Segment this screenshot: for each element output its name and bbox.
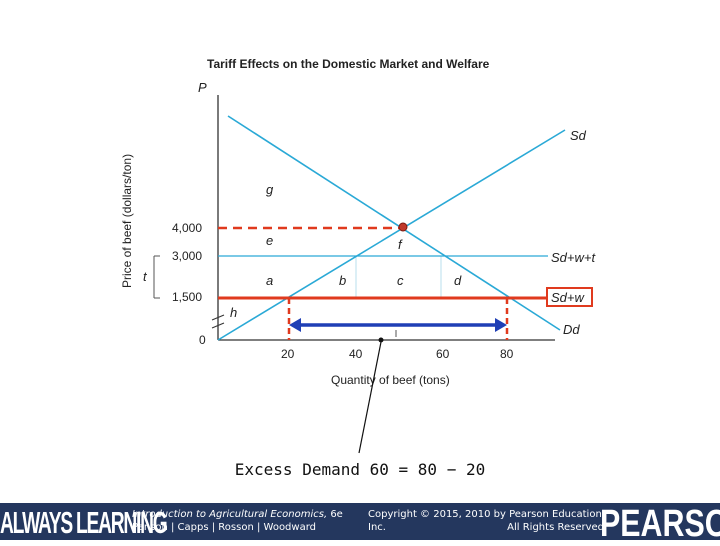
area-g-label: g xyxy=(266,182,274,197)
excess-demand-arrowhead-right xyxy=(495,318,507,332)
figure-title: Tariff Effects on the Domestic Market an… xyxy=(207,57,490,71)
supply-world-tariff-label: Sd+w+t xyxy=(551,250,596,265)
y-tick-4000: 4,000 xyxy=(172,221,202,235)
pearson-logo: PEARSON xyxy=(600,503,720,545)
x-axis-label: Quantity of beef (tons) xyxy=(331,373,450,387)
x-tick-20: 20 xyxy=(281,347,295,361)
area-c-label: c xyxy=(397,273,404,288)
x-tick-40: 40 xyxy=(349,347,363,361)
area-b-label: b xyxy=(339,273,346,288)
area-e-label: e xyxy=(266,233,273,248)
book-title: Introduction to Agricultural Economics, xyxy=(132,509,328,520)
area-d-label: d xyxy=(454,273,462,288)
always-learning-logo: ALWAYS LEARNING xyxy=(0,505,168,540)
demand-curve-label: Dd xyxy=(563,322,580,337)
x-tick-60: 60 xyxy=(436,347,450,361)
axis-break-2 xyxy=(211,322,225,329)
book-edition: 6e xyxy=(330,509,343,520)
supply-curve-label: Sd xyxy=(570,128,587,143)
caption-pointer-line xyxy=(358,341,382,454)
tariff-diagram: Tariff Effects on the Domestic Market an… xyxy=(120,57,596,454)
area-a-label: a xyxy=(266,273,273,288)
axis-break-1 xyxy=(211,314,225,321)
book-title-line: Introduction to Agricultural Economics, … xyxy=(132,508,343,521)
domestic-supply-curve xyxy=(217,129,566,341)
x-tick-80: 80 xyxy=(500,347,514,361)
copyright-text: Copyright © 2015, 2010 by Pearson Educat… xyxy=(368,509,605,533)
area-f-label: f xyxy=(398,237,403,252)
excess-demand-caption: Excess Demand 60 = 80 − 20 xyxy=(234,460,486,479)
y-tick-3000: 3,000 xyxy=(172,249,202,263)
supply-world-label-box xyxy=(546,287,593,307)
y-axis-letter: P xyxy=(198,80,207,95)
book-authors: Penson | Capps | Rosson | Woodward xyxy=(132,522,316,533)
tariff-label: t xyxy=(143,269,148,284)
area-h-label: h xyxy=(230,305,237,320)
y-axis-label: Price of beef (dollars/ton) xyxy=(120,154,134,288)
supply-world-label: Sd+w xyxy=(551,290,585,305)
y-tick-1500: 1,500 xyxy=(172,290,202,304)
footer-bar: ALWAYS LEARNING Introduction to Agricult… xyxy=(0,503,720,545)
y-tick-0: 0 xyxy=(199,333,206,347)
domestic-demand-curve xyxy=(227,115,561,331)
excess-demand-arrowhead-left xyxy=(289,318,301,332)
caption-pointer-dot xyxy=(378,337,384,343)
rights-text: All Rights Reserved xyxy=(507,522,604,533)
equilibrium-point xyxy=(398,222,408,232)
